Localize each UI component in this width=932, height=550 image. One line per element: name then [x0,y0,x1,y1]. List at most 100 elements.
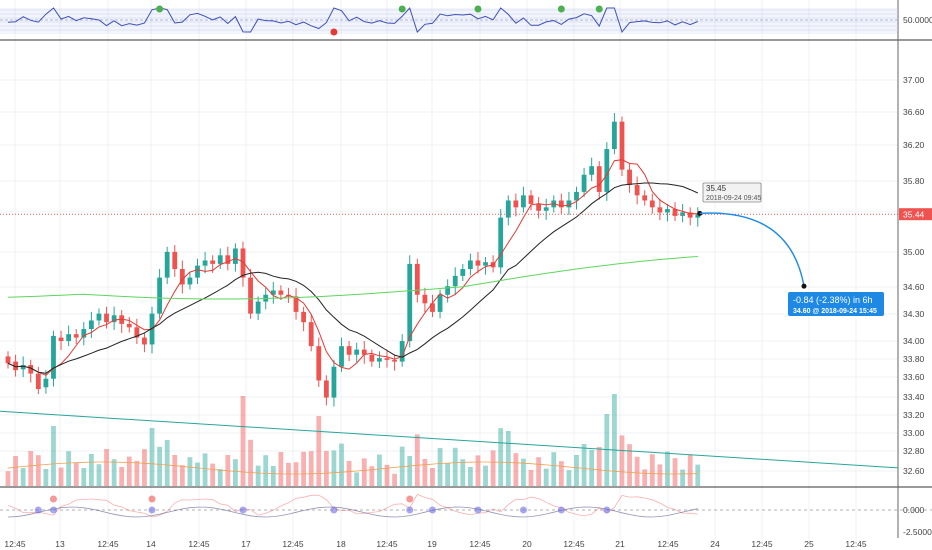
volume-bar [399,446,405,486]
candle-body [619,121,625,170]
candle-body [339,346,344,367]
candle-body [399,341,405,362]
volume-bar [51,426,56,486]
candle-body [634,185,640,196]
candle-body [293,296,299,312]
volume-bar [665,451,670,486]
rsi-buy-signal [595,5,603,13]
price-axis[interactable]: 37.0036.6036.2035.8035.4035.0034.6034.30… [899,15,932,537]
volume-bar [551,452,557,486]
macd-line [7,493,698,518]
volume-bar [392,473,397,486]
candle-body [172,251,178,270]
candle-body [142,337,147,345]
last-price-time: 2018-09-24 09:45 [706,195,761,202]
volume-bar [58,467,64,486]
volume-bar [278,452,284,486]
volume-bar [323,451,329,486]
volume-bar [202,453,208,486]
ma-slow-line [7,182,699,374]
projection-arc [699,212,805,287]
price-tick-label: 34.60 [903,282,925,292]
time-tick-label: 20 [522,539,532,549]
last-price-callout [702,182,762,203]
candle-body [217,255,223,264]
volume-bar [445,463,451,486]
volume-bar [649,454,655,486]
time-tick-label: 13 [55,539,65,549]
projection-change: -0.84 (-2.38%) in 6h [793,295,873,305]
candle-body [104,313,109,323]
candle-body [521,195,526,208]
volume-bar [270,466,276,486]
macd-cross-marker [148,506,156,514]
candle-body [414,263,420,295]
candle-body [316,346,322,381]
volume-bar [88,454,94,486]
price-pane[interactable] [0,113,898,407]
volume-bar [157,446,162,486]
candle-body [20,365,26,370]
volume-bar [5,471,11,486]
candle-body [604,149,610,192]
candle-body [134,327,140,338]
time-tick-label: 12:45 [657,539,679,549]
candle-body [195,265,200,278]
candle-body [528,195,534,204]
volume-bar [687,454,693,486]
volume-bar [187,457,193,486]
candle-body [354,349,360,355]
price-tick-label: 33.20 [903,410,925,420]
time-tick-label: 19 [427,539,437,549]
candle-body [270,290,276,295]
price-tick-label: 33.40 [903,392,925,402]
macd-signal-marker [49,495,57,503]
annotations: 35.45 2018-09-24 09:45 -0.84 (-2.38%) in 6… [697,182,884,316]
time-axis[interactable]: 12:45 13 12:45 14 12:45 17 12:45 18 12:45 19 12:45… [4,539,867,549]
macd-cross-marker [603,506,611,514]
time-tick-label: 21 [615,539,625,549]
rsi-buy-signal [398,5,406,13]
candle-body [301,311,307,323]
candle-body [96,313,102,321]
rsi-buy-signal [557,5,565,13]
rsi-buy-signal [156,5,164,13]
candle-body [377,358,382,362]
volume-bar [536,457,541,486]
macd-cross-marker [239,506,247,514]
projection-target-point [801,283,807,289]
candle-body [392,359,397,362]
macd-signal-marker [148,495,156,503]
candle-body [460,269,466,276]
volume-bar [73,462,79,486]
macd-cross-marker [406,506,414,514]
volume-bar [308,451,314,486]
macd-cross-marker [34,506,42,514]
candle-body [164,251,170,278]
candle-body [179,269,185,285]
volume-bar [581,444,587,486]
macd-cross-marker [49,506,57,514]
candle-body [13,361,18,371]
rsi-pane [0,5,898,36]
price-tick-label: 34.30 [903,309,925,319]
candle-body [612,121,617,150]
price-tick-label: 36.20 [903,140,925,150]
volume-bar [619,435,625,486]
candle-body [672,209,678,216]
volume-bar [104,449,109,486]
candle-body [210,260,216,264]
volume-bar [483,465,488,486]
candle-body [642,195,648,201]
volume-bar [475,455,481,486]
candle-body [361,349,367,355]
volume-bar [96,464,102,486]
rsi-axis-label: 50.0000 [903,15,932,25]
candle-body [111,315,117,323]
macd-cross-marker [519,506,527,514]
candle-body [81,329,87,338]
volume-bar [28,451,34,486]
volume-bar [695,464,701,486]
